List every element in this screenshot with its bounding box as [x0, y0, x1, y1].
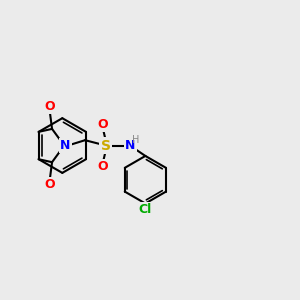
Text: N: N [60, 139, 70, 152]
Text: O: O [44, 178, 55, 191]
Text: S: S [101, 139, 111, 152]
Text: O: O [98, 160, 108, 173]
Text: Cl: Cl [139, 203, 152, 216]
Text: N: N [125, 139, 135, 152]
Text: O: O [44, 100, 55, 113]
Text: H: H [132, 135, 139, 145]
Text: O: O [98, 118, 108, 131]
